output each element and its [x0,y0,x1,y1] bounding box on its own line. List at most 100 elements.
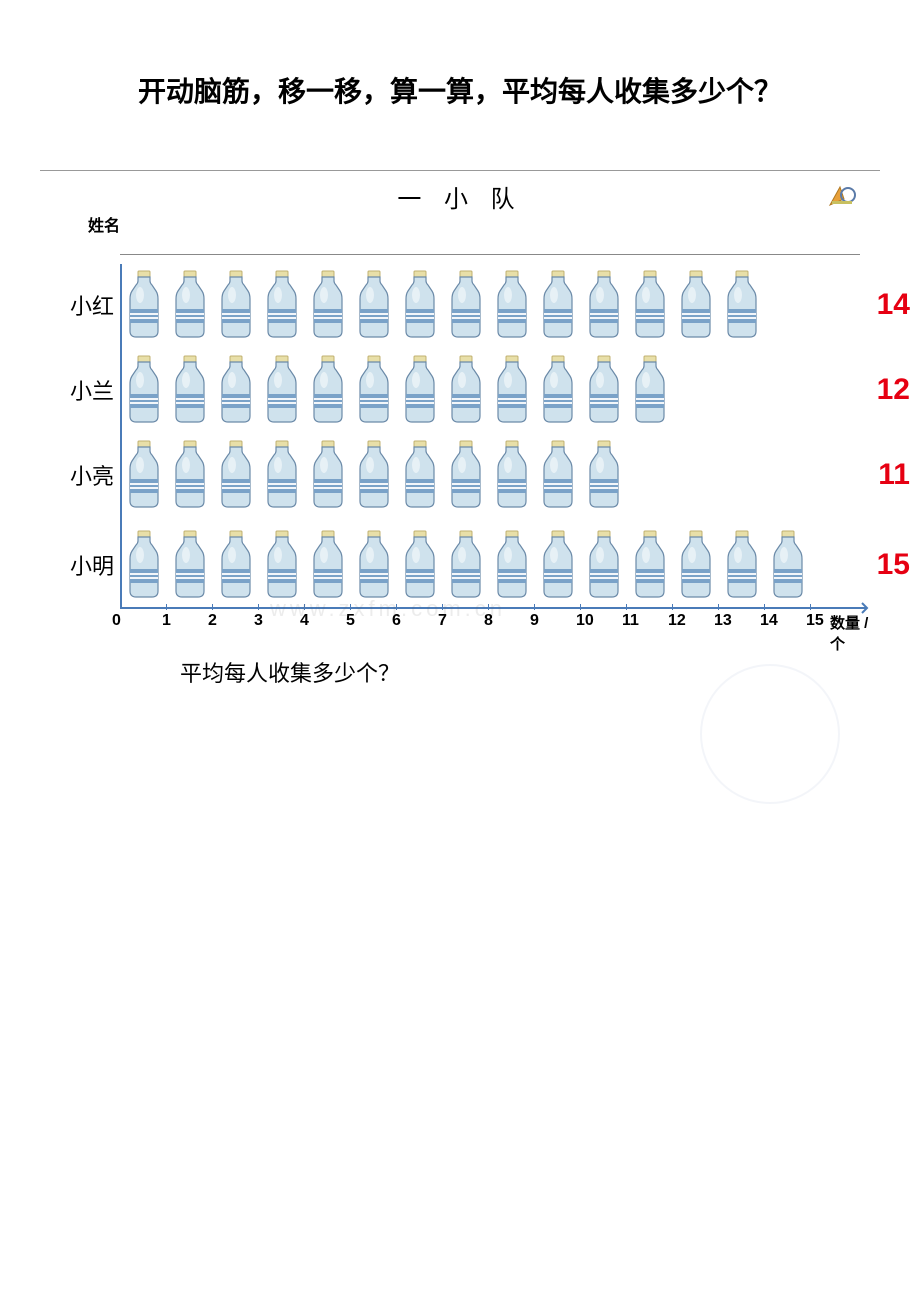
bottle-row [122,269,764,341]
bottle-icon [122,269,166,341]
x-tick: 6 [392,612,401,630]
x-tick-mark [488,604,489,610]
bottle-icon [582,439,626,511]
x-tick: 12 [668,612,686,630]
list-item: 小兰12 [70,349,890,431]
bottle-row [122,439,626,511]
bottle-icon [674,269,718,341]
bottle-icon [168,269,212,341]
bottle-icon [168,529,212,601]
bottle-icon [444,269,488,341]
row-label: 小兰 [70,374,118,406]
x-tick: 7 [438,612,447,630]
bottle-icon [214,354,258,426]
x-axis [120,607,860,609]
bottle-icon [260,354,304,426]
bottle-icon [306,439,350,511]
bottle-icon [628,269,672,341]
page-title: 开动脑筋，移一移，算一算，平均每人收集多少个？ [0,0,920,110]
chart-header: 一 小 队 [40,170,880,214]
chart-title: 一 小 队 [397,186,522,213]
bottle-icon [168,354,212,426]
bottle-row [122,354,672,426]
bottle-icon [628,354,672,426]
bottle-icon [490,529,534,601]
x-tick-mark [442,604,443,610]
bottle-icon [352,354,396,426]
x-tick: 11 [622,612,639,630]
x-tick-mark [580,604,581,610]
bottle-icon [628,529,672,601]
bottle-icon [536,529,580,601]
x-tick-mark [350,604,351,610]
gridline-top [120,254,860,255]
row-label: 小亮 [70,459,118,491]
row-label: 小红 [70,289,118,321]
bottle-icon [122,529,166,601]
x-axis-unit: 数量 / 个 [830,612,880,654]
bottle-icon [352,529,396,601]
x-tick: 8 [484,612,493,630]
chart-area: 一 小 队 姓名 小红14小兰12小亮11小明15 0 123456789101… [40,170,880,624]
x-tick: 3 [254,612,263,630]
bottle-icon [582,529,626,601]
row-count: 14 [877,288,910,322]
bottle-icon [306,354,350,426]
x-tick-mark [212,604,213,610]
bottle-icon [260,439,304,511]
x-tick: 5 [346,612,355,630]
list-item: 小红14 [70,264,890,346]
bottle-icon [766,529,810,601]
bottle-icon [398,439,442,511]
x-tick-mark [166,604,167,610]
bottle-icon [168,439,212,511]
x-tick: 14 [760,612,778,630]
x-tick: 10 [576,612,594,630]
x-tick: 9 [530,612,539,630]
decorative-circle [700,664,840,804]
bottle-icon [352,269,396,341]
bottle-icon [306,529,350,601]
bottle-icon [490,269,534,341]
bottle-icon [444,439,488,511]
x-tick-mark [534,604,535,610]
bottle-row [122,529,810,601]
x-tick-mark [626,604,627,610]
tools-icon [824,175,860,211]
x-tick-mark [396,604,397,610]
bottle-icon [490,439,534,511]
bottle-icon [720,269,764,341]
question-text: 平均每人收集多少个？ [180,656,400,688]
bottle-icon [582,269,626,341]
bottle-icon [582,354,626,426]
row-count: 12 [877,373,910,407]
bottle-icon [122,354,166,426]
chart-body: 小红14小兰12小亮11小明15 0 123456789101112131415… [70,264,880,624]
bottle-icon [398,354,442,426]
x-tick-mark [810,604,811,610]
list-item: 小亮11 [70,434,890,516]
bottle-icon [444,354,488,426]
bottle-icon [398,269,442,341]
row-count: 15 [877,548,910,582]
bottle-icon [536,439,580,511]
row-label: 小明 [70,549,118,581]
bottle-icon [214,529,258,601]
bottle-icon [674,529,718,601]
y-axis-label: 姓名 [88,212,120,236]
row-count: 11 [878,458,910,492]
bottle-icon [398,529,442,601]
bottle-icon [122,439,166,511]
bottle-icon [214,269,258,341]
x-tick-mark [672,604,673,610]
x-tick: 15 [806,612,824,630]
x-tick-mark [258,604,259,610]
x-tick: 13 [714,612,732,630]
x-tick: 1 [162,612,171,630]
bottle-icon [306,269,350,341]
list-item: 小明15 [70,524,890,606]
bottle-icon [720,529,764,601]
bottle-icon [536,354,580,426]
bottle-icon [490,354,534,426]
bottle-icon [536,269,580,341]
